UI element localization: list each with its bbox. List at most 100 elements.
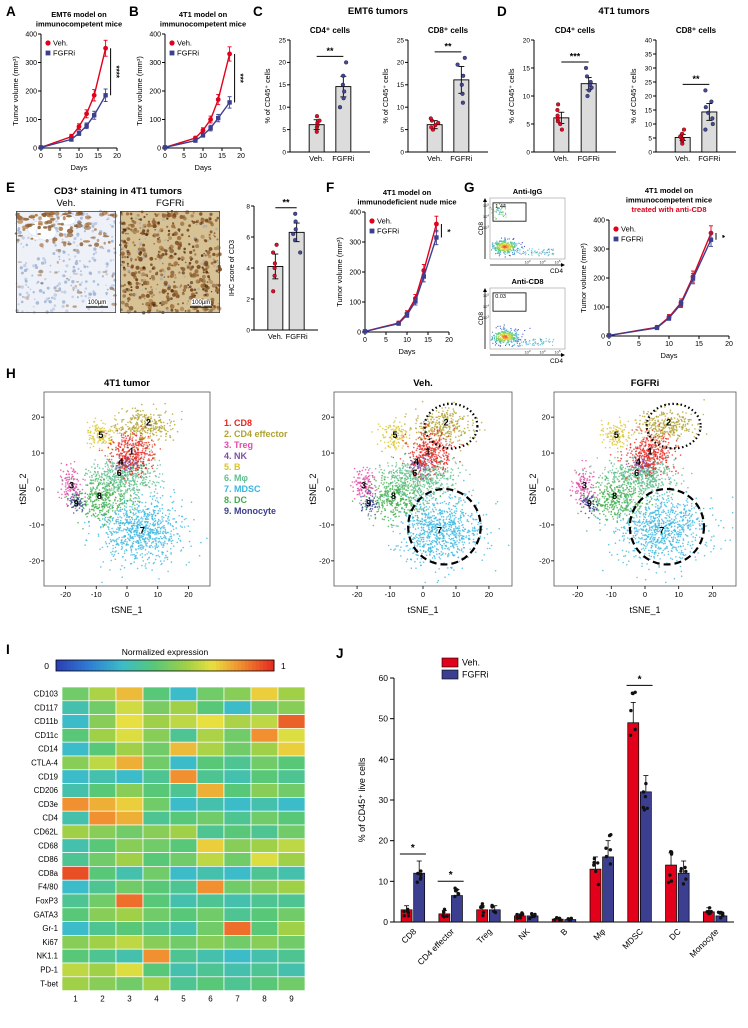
panel-e-title: CD3⁺ staining in 4T1 tumors bbox=[53, 186, 182, 197]
svg-text:300: 300 bbox=[349, 240, 361, 247]
svg-text:400: 400 bbox=[25, 32, 37, 39]
svg-text:100µm: 100µm bbox=[192, 300, 210, 306]
svg-text:Veh.: Veh. bbox=[675, 154, 690, 163]
svg-text:200: 200 bbox=[25, 89, 37, 96]
svg-text:5: 5 bbox=[384, 337, 388, 344]
svg-text:-10: -10 bbox=[29, 520, 40, 529]
panel-d-cd8-bar-chart: CD8⁺ cells 0 5 10 15 20 25 30 35 40 % of CD45⁺ cel… bbox=[629, 26, 736, 163]
svg-text:100: 100 bbox=[349, 300, 361, 307]
svg-text:0: 0 bbox=[601, 334, 605, 341]
svg-text:Days: Days bbox=[194, 163, 211, 172]
svg-text:5: 5 bbox=[526, 121, 530, 128]
svg-text:FGFRi: FGFRi bbox=[286, 332, 308, 341]
svg-text:300: 300 bbox=[593, 247, 605, 254]
svg-text:400: 400 bbox=[149, 32, 161, 39]
svg-text:4T1 model on: 4T1 model on bbox=[645, 186, 694, 195]
tsne-legend-item: 2. CD4 effector bbox=[224, 429, 288, 439]
panel-label-e: E bbox=[6, 180, 16, 195]
svg-text:10: 10 bbox=[645, 121, 653, 128]
svg-text:20: 20 bbox=[279, 60, 287, 67]
svg-text:4T1 model on: 4T1 model on bbox=[383, 188, 432, 197]
panel-label-b: B bbox=[129, 4, 139, 19]
tsne-legend-item: 1. CD8 bbox=[224, 418, 253, 428]
svg-text:% of CD45⁺ cells: % of CD45⁺ cells bbox=[263, 68, 272, 123]
panel-c-title: EMT6 tumors bbox=[347, 6, 409, 17]
svg-text:Veh.: Veh. bbox=[177, 39, 192, 48]
svg-text:0.03: 0.03 bbox=[495, 294, 506, 300]
panel-label-c: C bbox=[253, 4, 263, 19]
svg-text:105: 105 bbox=[554, 259, 560, 265]
svg-text:CD4: CD4 bbox=[550, 268, 563, 275]
svg-text:FGFRi: FGFRi bbox=[450, 154, 472, 163]
svg-text:10: 10 bbox=[279, 105, 287, 112]
svg-text:*: * bbox=[717, 235, 726, 239]
svg-text:5: 5 bbox=[648, 135, 652, 142]
svg-text:10: 10 bbox=[397, 105, 405, 112]
svg-text:FGFRi: FGFRi bbox=[578, 154, 600, 163]
svg-text:-20: -20 bbox=[60, 590, 71, 599]
panel-d-cd4-bar-chart: CD4⁺ cells 0 5 10 15 20 % of CD45⁺ cells Veh. FG… bbox=[507, 26, 616, 163]
panel-label-j: J bbox=[336, 646, 344, 661]
panel-d-title: 4T1 tumors bbox=[598, 6, 650, 17]
svg-text:20: 20 bbox=[113, 153, 121, 160]
svg-text:% of CD45⁺ cells: % of CD45⁺ cells bbox=[507, 68, 516, 123]
panel-label-h: H bbox=[6, 366, 16, 381]
svg-text:CD8: CD8 bbox=[478, 222, 485, 235]
svg-text:20: 20 bbox=[725, 341, 733, 348]
svg-text:103: 103 bbox=[524, 259, 530, 265]
svg-text:104: 104 bbox=[539, 259, 545, 265]
tsne-legend-item: 5. B bbox=[224, 462, 241, 472]
svg-text:15: 15 bbox=[424, 337, 432, 344]
svg-text:FGFRi: FGFRi bbox=[698, 154, 720, 163]
svg-text:5: 5 bbox=[637, 341, 641, 348]
svg-text:400: 400 bbox=[593, 218, 605, 225]
svg-text:103: 103 bbox=[483, 224, 489, 230]
flow-plot-anti-igg: Anti-IgG CD8 CD4 105 104 103 103 104 105 1.44 bbox=[478, 187, 566, 275]
svg-text:Tumor volume (mm³): Tumor volume (mm³) bbox=[579, 243, 588, 313]
ihc-fgfri-label: FGFRi bbox=[156, 198, 184, 209]
panel-c-cd4-bar-chart: CD4⁺ cells 0 5 10 15 20 25 % of CD45⁺ cells Veh.… bbox=[263, 26, 370, 163]
svg-text:100: 100 bbox=[149, 117, 161, 124]
svg-text:15: 15 bbox=[645, 107, 653, 114]
svg-text:-10: -10 bbox=[91, 590, 102, 599]
svg-text:CD4: CD4 bbox=[550, 358, 563, 365]
svg-text:25: 25 bbox=[397, 37, 405, 44]
flow-plot-anti-cd8: Anti-CD8 CD8 CD4 105 104 103 103 104 105 0.03 bbox=[478, 277, 566, 365]
svg-text:0: 0 bbox=[282, 149, 286, 156]
panel-label-g: G bbox=[464, 180, 475, 195]
svg-text:*: * bbox=[442, 229, 451, 233]
svg-text:105: 105 bbox=[483, 292, 489, 298]
svg-text:4T1 model on: 4T1 model on bbox=[179, 10, 228, 19]
tsne-legend-item: 8. DC bbox=[224, 495, 248, 505]
svg-text:IHC score of CD3: IHC score of CD3 bbox=[227, 240, 236, 296]
svg-text:105: 105 bbox=[554, 349, 560, 355]
svg-text:Days: Days bbox=[70, 163, 87, 172]
svg-text:0: 0 bbox=[357, 330, 361, 337]
svg-text:15: 15 bbox=[218, 153, 226, 160]
svg-text:200: 200 bbox=[593, 276, 605, 283]
svg-text:CD8: CD8 bbox=[478, 312, 485, 325]
svg-text:10: 10 bbox=[199, 153, 207, 160]
svg-text:Veh.: Veh. bbox=[621, 225, 636, 234]
svg-text:100: 100 bbox=[25, 117, 37, 124]
svg-text:30: 30 bbox=[645, 65, 653, 72]
svg-text:treated with anti-CD8: treated with anti-CD8 bbox=[631, 205, 706, 214]
svg-text:4T1 tumor: 4T1 tumor bbox=[104, 378, 150, 389]
svg-text:Veh.: Veh. bbox=[377, 217, 392, 226]
svg-text:0: 0 bbox=[648, 149, 652, 156]
svg-text:25: 25 bbox=[645, 79, 653, 86]
svg-text:CD4⁺ cells: CD4⁺ cells bbox=[310, 26, 351, 35]
panel-label-i: I bbox=[6, 642, 10, 657]
svg-text:20: 20 bbox=[645, 93, 653, 100]
svg-text:105: 105 bbox=[483, 202, 489, 208]
svg-text:25: 25 bbox=[279, 37, 287, 44]
svg-text:Tumor volume (mm³): Tumor volume (mm³) bbox=[335, 237, 344, 307]
svg-text:6: 6 bbox=[246, 234, 250, 241]
svg-text:immunocompetent mice: immunocompetent mice bbox=[160, 20, 246, 29]
svg-text:10: 10 bbox=[154, 590, 162, 599]
svg-text:200: 200 bbox=[149, 89, 161, 96]
tsne-legend-item: 4. NK bbox=[224, 451, 248, 461]
